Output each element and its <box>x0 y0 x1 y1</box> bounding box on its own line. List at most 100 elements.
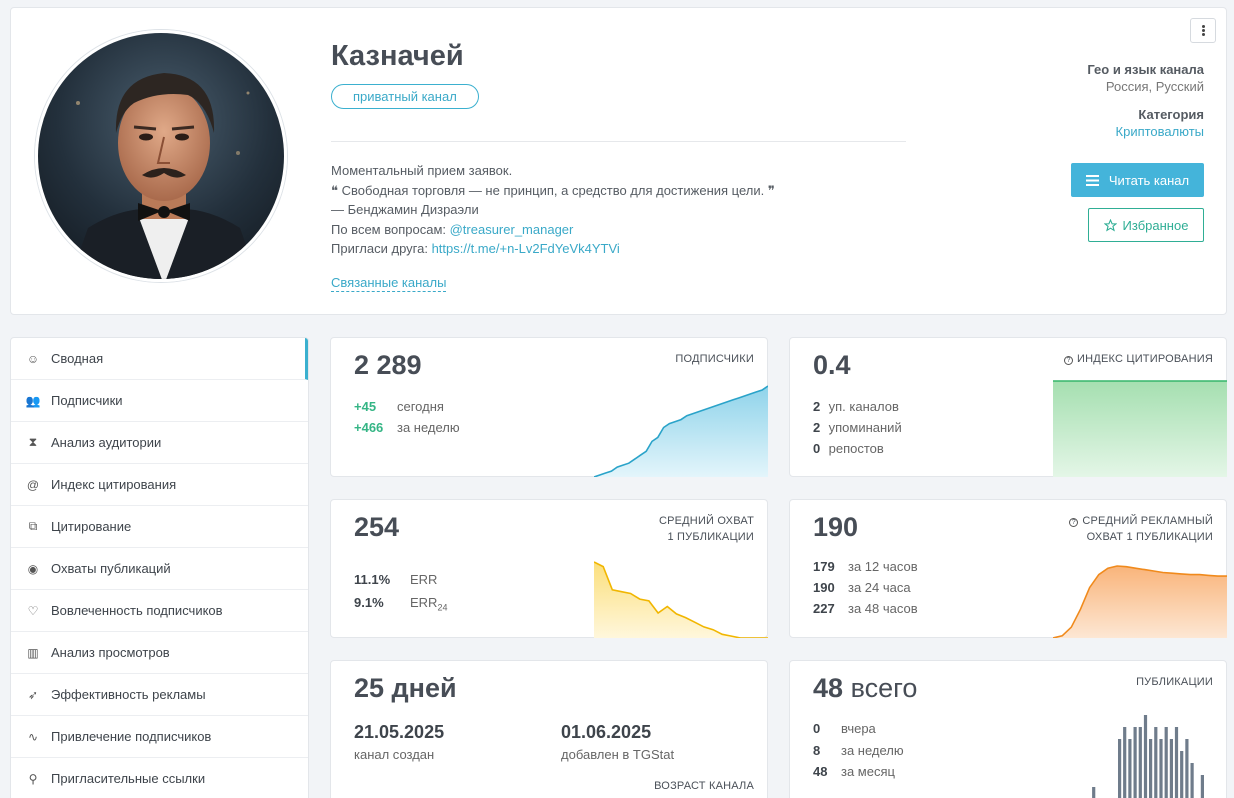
citation-index-card[interactable]: 0.4 ? ИНДЕКС ЦИТИРОВАНИЯ 2 уп. каналов 2 … <box>789 337 1227 477</box>
channel-age-card: 25 дней 21.05.2025 канал создан 01.06.20… <box>330 660 768 798</box>
subs-week-label: за неделю <box>397 420 460 435</box>
adreach-row: 227 за 48 часов <box>813 601 918 616</box>
age-title: ВОЗРАСТ КАНАЛА <box>654 780 754 792</box>
err24-label: ERR <box>410 595 438 610</box>
subscribers-card[interactable]: 2 289 ПОДПИСЧИКИ +45 сегодня +466 за недел… <box>330 337 768 477</box>
sidebar-item-5[interactable]: ◉ Охваты публикаций <box>11 548 308 590</box>
posts-row-value: 0 <box>813 721 821 736</box>
cit-row: 2 упоминаний <box>813 420 902 435</box>
sidebar-item-6[interactable]: ♡ Вовлеченность подписчиков <box>11 590 308 632</box>
subs-week: +466 за неделю <box>354 420 460 435</box>
posts-bar <box>1138 727 1142 798</box>
cit-row: 2 уп. каналов <box>813 399 899 414</box>
added-date: 01.06.2025 <box>561 722 652 742</box>
posts-bar <box>1149 739 1153 798</box>
category-label: Категория <box>1138 107 1204 122</box>
cit-row-label: уп. каналов <box>828 399 899 414</box>
adreach-row-value: 227 <box>813 601 835 616</box>
private-channel-badge: приватный канал <box>331 84 479 109</box>
posts-bar <box>1133 727 1137 798</box>
posts-row: 0 вчера <box>813 721 876 736</box>
ad-reach-card[interactable]: 190 ? СРЕДНИЙ РЕКЛАМНЫЙ ОХВАТ 1 ПУБЛИКАЦИИ… <box>789 499 1227 638</box>
avg-reach-card[interactable]: 254 СРЕДНИЙ ОХВАТ 1 ПУБЛИКАЦИИ 11.1% ERR 9… <box>330 499 768 638</box>
related-channels-link[interactable]: Связанные каналы <box>331 275 447 292</box>
posts-bar <box>1169 739 1173 798</box>
manager-link[interactable]: @treasurer_manager <box>449 221 574 237</box>
cit-row-value: 0 <box>813 441 821 456</box>
sidebar-item-7[interactable]: ▥ Анализ просмотров <box>11 632 308 674</box>
invite-link[interactable]: https://t.me/+n-Lv2FdYeVk4YTVi <box>431 241 620 256</box>
publications-card[interactable]: 48 всего ПУБЛИКАЦИИ 0 вчера 8 за неделю 48… <box>789 660 1227 798</box>
posts-row-label: за месяц <box>841 764 895 779</box>
help-icon[interactable]: ? <box>1069 518 1079 527</box>
sidebar-item-8[interactable]: ➶ Эффективность рекламы <box>11 674 308 716</box>
adreach-title-line: ? СРЕДНИЙ РЕКЛАМНЫЙ <box>1069 513 1213 529</box>
trend-icon: ∿ <box>27 729 39 744</box>
cit-row-label: упоминаний <box>828 420 902 435</box>
subs-today: +45 сегодня <box>354 399 444 414</box>
cit-row-value: 2 <box>813 420 821 435</box>
heart-icon: ♡ <box>27 603 39 618</box>
posts-bar <box>1190 763 1194 798</box>
eye-icon: ◉ <box>27 561 39 576</box>
reach-sparkline <box>594 561 768 638</box>
subs-today-label: сегодня <box>397 399 444 414</box>
sidebar-item-label: Анализ просмотров <box>51 645 170 660</box>
sidebar-item-9[interactable]: ∿ Привлечение подписчиков <box>11 716 308 758</box>
more-options-button[interactable] <box>1190 18 1216 43</box>
sidebar-item-label: Сводная <box>51 351 104 366</box>
sidebar-item-label: Привлечение подписчиков <box>51 729 212 744</box>
sidebar-item-10[interactable]: ⚲ Пригласительные ссылки <box>11 758 308 798</box>
adreach-area <box>1053 566 1227 638</box>
sidebar-item-1[interactable]: 👥 Подписчики <box>11 380 308 422</box>
posts-row-value: 48 <box>813 764 828 779</box>
channel-profile-card: Казначей приватный канал Моментальный пр… <box>10 7 1227 315</box>
created-date: 21.05.2025 <box>354 722 445 742</box>
sidebar-item-label: Пригласительные ссылки <box>51 771 206 786</box>
subscribers-sparkline <box>594 385 768 477</box>
geo-block: Гео и язык канала Россия, Русский <box>1087 62 1204 94</box>
posts-bar <box>1159 739 1163 798</box>
posts-row-value: 8 <box>813 743 821 758</box>
citation-title: ? ИНДЕКС ЦИТИРОВАНИЯ <box>1064 351 1213 367</box>
desc-author: — Бенджамин Дизраэли <box>331 202 479 217</box>
sidebar-item-label: Цитирование <box>51 519 132 534</box>
posts-bar <box>1118 739 1122 798</box>
posts-bar <box>1180 751 1184 798</box>
desc-invite-label: Пригласи друга: <box>331 241 432 256</box>
list-icon <box>1085 174 1099 186</box>
favorite-button[interactable]: Избранное <box>1088 208 1204 242</box>
adreach-title-text: СРЕДНИЙ РЕКЛАМНЫЙ <box>1082 515 1213 527</box>
sidebar-item-0[interactable]: ☺ Сводная <box>11 338 308 380</box>
read-channel-label: Читать канал <box>1108 172 1190 188</box>
adreach-value: 190 <box>813 512 859 542</box>
copy-icon: ⧉ <box>28 519 38 533</box>
reach-title-line: 1 ПУБЛИКАЦИИ <box>667 531 754 543</box>
posts-bar <box>1123 727 1127 798</box>
users-icon: 👥 <box>25 393 41 408</box>
channel-description: Моментальный прием заявок. ❝ Свободная т… <box>331 161 775 259</box>
favorite-label: Избранное <box>1122 217 1189 233</box>
adreach-row-label: за 48 часов <box>848 601 918 616</box>
read-channel-button[interactable]: Читать канал <box>1071 163 1204 197</box>
posts-row: 48 за месяц <box>813 764 895 779</box>
posts-bar <box>1154 727 1158 798</box>
help-icon[interactable]: ? <box>1064 356 1074 365</box>
hourglass-icon: ⧗ <box>28 435 38 449</box>
adreach-line <box>1053 565 1227 638</box>
citation-area <box>1053 381 1227 477</box>
sidebar-item-3[interactable]: @ Индекс цитирования <box>11 464 308 506</box>
category-link[interactable]: Криптовалюты <box>1115 124 1204 139</box>
posts-bar <box>1200 775 1204 798</box>
sidebar-item-4[interactable]: ⧉ Цитирование <box>11 506 308 548</box>
citation-title-label: ИНДЕКС ЦИТИРОВАНИЯ <box>1077 353 1213 365</box>
adreach-row-label: за 24 часа <box>848 580 911 595</box>
err24-row: 9.1% ERR24 <box>354 595 447 613</box>
sidebar-item-2[interactable]: ⧗ Анализ аудитории <box>11 422 308 464</box>
sidebar-item-label: Эффективность рекламы <box>51 687 206 702</box>
reach-title-line: СРЕДНИЙ ОХВАТ <box>658 515 754 527</box>
kebab-icon <box>1201 24 1205 37</box>
reach-title: СРЕДНИЙ ОХВАТ 1 ПУБЛИКАЦИИ <box>659 513 754 545</box>
sidebar-item-label: Вовлеченность подписчиков <box>51 603 223 618</box>
adreach-row: 179 за 12 часов <box>813 559 918 574</box>
